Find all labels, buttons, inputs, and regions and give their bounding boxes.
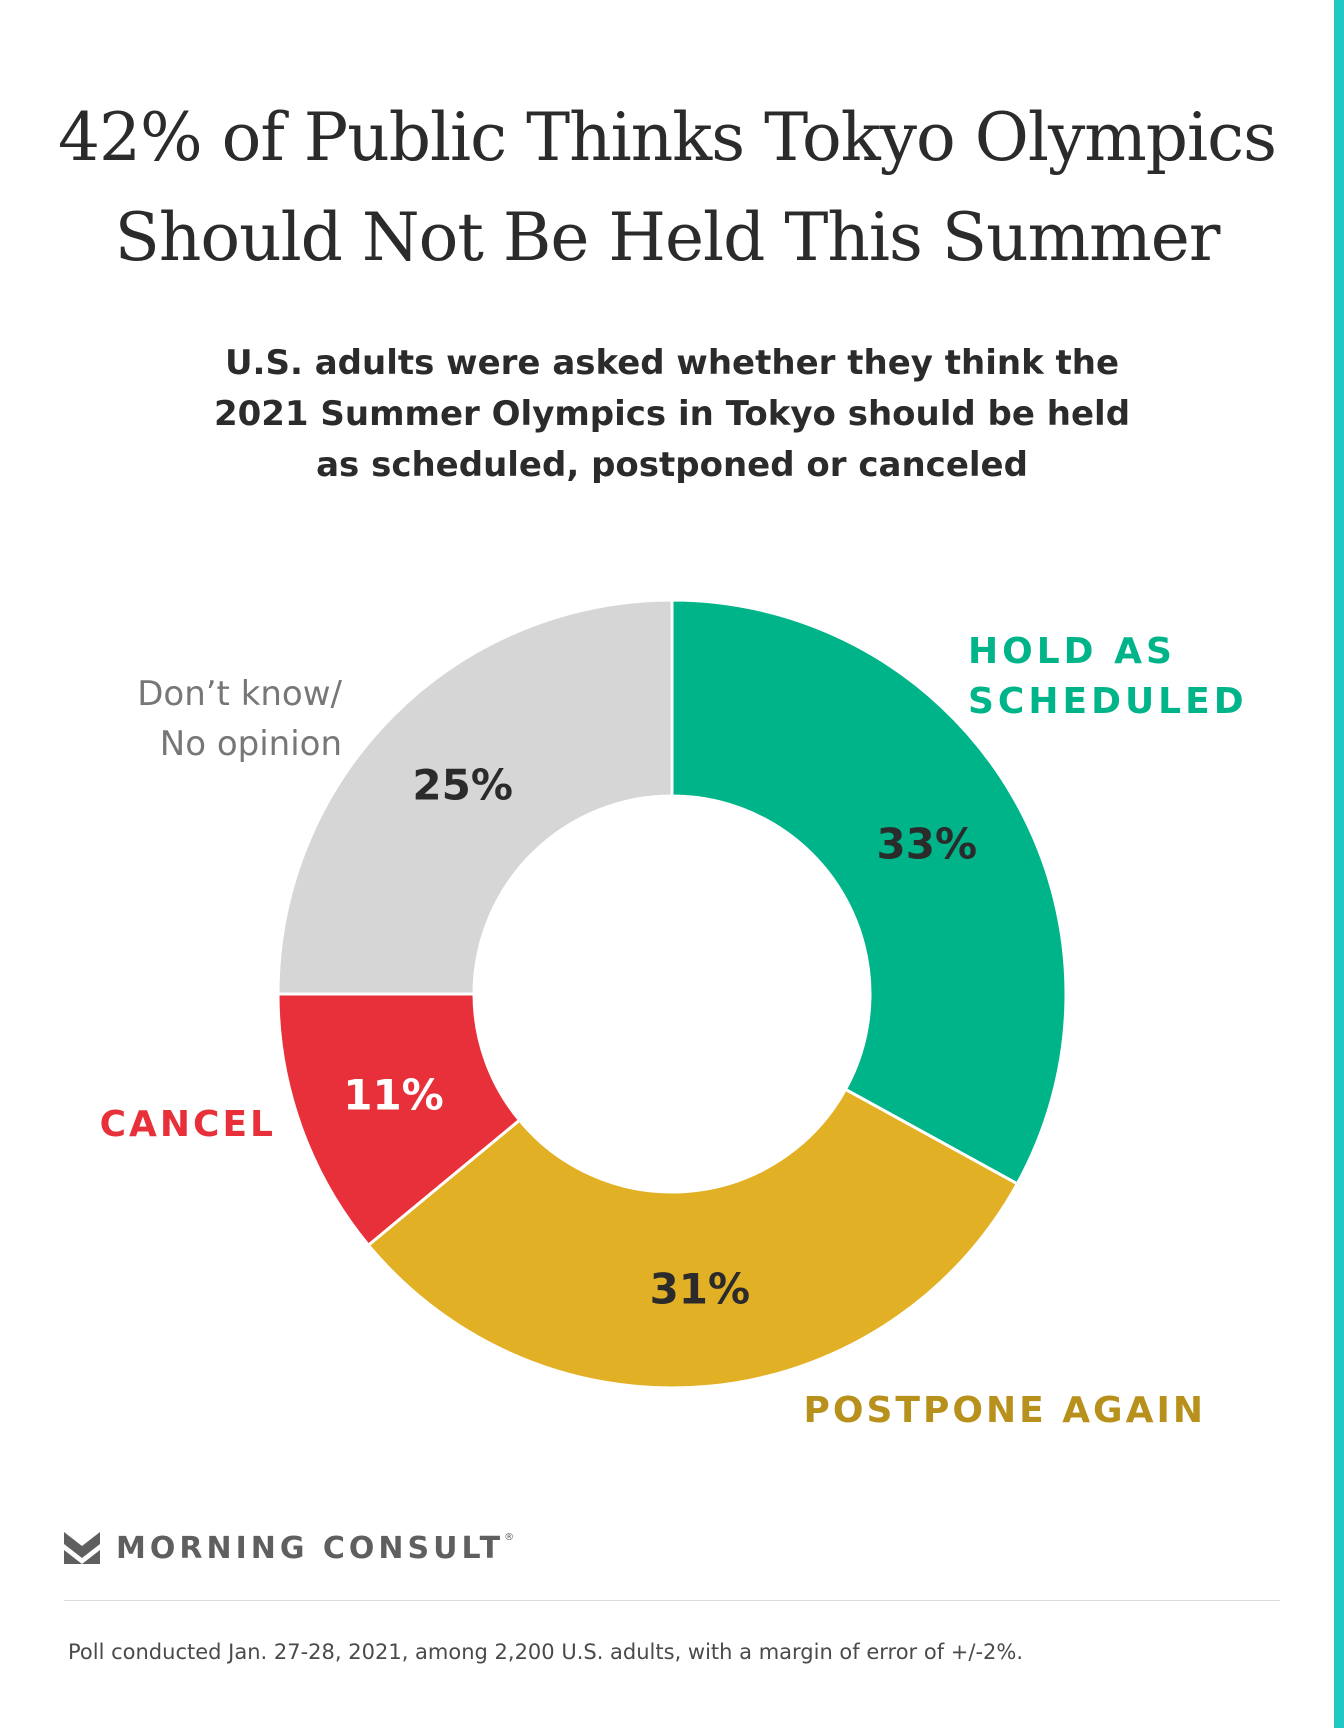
slice-category-label-line: CANCEL	[100, 1104, 276, 1145]
slice-category-label-line: HOLD AS	[968, 631, 1176, 672]
slice-category-label-line: No opinion	[160, 724, 342, 764]
footnote: Poll conducted Jan. 27-28, 2021, among 2…	[68, 1640, 1024, 1664]
slice-category-label: CANCEL	[100, 1104, 276, 1145]
slice-category-label: HOLD AS SCHEDULED	[968, 631, 1248, 722]
brand-registered-mark: ®	[504, 1532, 515, 1543]
subtitle-line-3: as scheduled, postponed or canceled	[316, 445, 1028, 485]
morning-consult-logo-icon	[64, 1532, 100, 1564]
title-line-2: Should Not Be Held This Summer	[114, 199, 1221, 276]
slice-category-label-line: Don’t know/	[137, 674, 342, 714]
category-label-layer: HOLD AS SCHEDULED POSTPONE AGAIN CANCEL Don’…	[100, 631, 1248, 1431]
slice-category-label: Don’t know/No opinion	[137, 674, 342, 764]
slice-category-label: POSTPONE AGAIN	[803, 1390, 1206, 1431]
slice-category-label-line: SCHEDULED	[968, 681, 1248, 722]
donut-slice	[276, 598, 674, 996]
brand-name: MORNING CONSULT	[116, 1530, 505, 1566]
brand: MORNING CONSULT ®	[64, 1528, 514, 1568]
slice-value-label: 11%	[343, 1070, 444, 1119]
slice-value-label: 33%	[877, 819, 978, 868]
title-line-1: 42% of Public Thinks Tokyo Olympics	[57, 99, 1277, 176]
chart-subtitle: U.S. adults were asked whether they thin…	[0, 338, 1344, 491]
subtitle-line-2: 2021 Summer Olympics in Tokyo should be …	[213, 394, 1131, 434]
donut-slice	[366, 1087, 1020, 1390]
chart-title: 42% of Public Thinks Tokyo Olympics Shou…	[0, 88, 1334, 288]
slice-value-label: 31%	[650, 1265, 751, 1314]
value-label-layer: 33% 31% 11% 25%	[343, 761, 977, 1314]
slice-layer	[276, 598, 1068, 1390]
subtitle-line-1: U.S. adults were asked whether they thin…	[224, 343, 1120, 383]
footer-divider	[64, 1600, 1280, 1601]
accent-bar	[1334, 0, 1344, 1728]
slice-category-label-line: POSTPONE AGAIN	[803, 1390, 1206, 1431]
slice-value-label: 25%	[412, 761, 513, 810]
donut-slice	[670, 598, 1068, 1186]
donut-slice	[276, 992, 522, 1248]
